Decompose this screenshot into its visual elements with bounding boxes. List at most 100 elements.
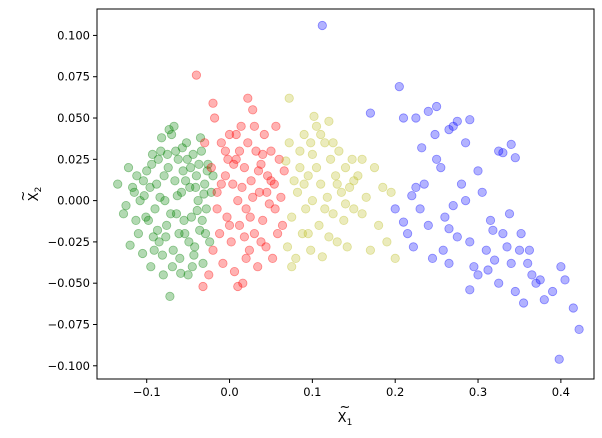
data-point-series-2 [220, 146, 230, 156]
data-point-series-4 [510, 153, 520, 163]
y-tick-label: 0.000 [57, 194, 90, 208]
data-point-series-2 [267, 253, 278, 263]
data-point-series-1 [169, 121, 179, 131]
data-point-series-1 [158, 270, 168, 280]
data-point-series-1 [185, 182, 195, 192]
data-point-series-2 [279, 166, 289, 176]
data-point-series-3 [287, 262, 297, 272]
y-tick-label: 0.050 [57, 111, 90, 125]
data-point-series-1 [182, 154, 192, 164]
data-point-series-2 [256, 159, 266, 169]
data-point-series-4 [411, 113, 421, 123]
data-point-series-1 [128, 182, 138, 192]
data-point-series-2 [239, 163, 249, 173]
data-point-series-1 [176, 187, 187, 197]
data-point-series-1 [162, 220, 172, 230]
data-point-series-1 [138, 248, 148, 259]
data-point-series-3 [390, 253, 400, 263]
data-point-series-4 [438, 245, 448, 255]
data-point-series-2 [216, 179, 226, 189]
data-point-series-3 [297, 229, 307, 239]
data-point-series-2 [208, 245, 218, 255]
data-point-series-1 [157, 250, 167, 260]
x-tick-label: 0.3 [469, 385, 487, 399]
data-point-series-4 [473, 166, 483, 176]
data-point-series-2 [233, 281, 243, 292]
data-point-series-3 [320, 204, 330, 214]
data-point-series-3 [307, 196, 317, 206]
data-point-series-1 [148, 232, 158, 242]
data-point-series-1 [189, 250, 199, 260]
data-point-series-2 [234, 146, 245, 156]
data-point-series-4 [431, 101, 442, 112]
data-point-series-3 [307, 149, 317, 159]
data-point-series-2 [262, 171, 273, 181]
data-point-series-4 [535, 275, 545, 285]
data-point-series-2 [266, 146, 276, 156]
data-point-series-3 [295, 146, 305, 156]
data-point-series-1 [175, 253, 185, 263]
data-point-series-1 [135, 196, 145, 206]
data-point-series-4 [465, 285, 475, 295]
data-point-series-2 [241, 253, 251, 263]
data-point-series-3 [281, 156, 291, 166]
data-point-series-1 [191, 171, 201, 181]
data-point-series-1 [156, 146, 166, 156]
data-point-series-4 [494, 278, 504, 288]
data-point-series-2 [215, 229, 225, 239]
data-point-series-2 [244, 245, 254, 255]
data-point-series-4 [483, 265, 493, 275]
data-point-series-1 [176, 268, 186, 278]
data-point-series-1 [163, 163, 173, 173]
data-point-series-1 [195, 133, 206, 143]
data-point-series-1 [167, 262, 177, 272]
y-tick-label: 0.025 [57, 152, 90, 166]
data-point-series-4 [423, 220, 433, 230]
data-point-series-3 [284, 93, 294, 103]
data-point-series-4 [417, 143, 427, 153]
data-point-series-3 [289, 176, 299, 186]
points-layer [113, 20, 584, 364]
data-point-series-2 [253, 262, 263, 272]
data-point-series-2 [236, 121, 246, 131]
data-point-series-3 [284, 138, 294, 148]
data-point-series-3 [336, 187, 346, 197]
data-point-series-3 [332, 179, 342, 189]
data-point-series-1 [203, 159, 213, 169]
data-point-series-1 [205, 237, 215, 247]
y-tick-label: −0.075 [47, 317, 90, 331]
data-point-series-1 [167, 129, 177, 140]
data-point-series-4 [516, 229, 526, 239]
data-point-series-3 [349, 204, 359, 214]
data-point-series-3 [339, 215, 349, 225]
y-axis: −0.100 −0.075 −0.050 −0.025 0.000 0.025 0.050 0… [47, 28, 97, 373]
data-point-series-4 [411, 182, 421, 192]
data-point-series-2 [224, 220, 235, 230]
data-point-series-3 [353, 171, 363, 181]
data-point-series-2 [218, 258, 228, 268]
data-point-series-1 [178, 166, 188, 176]
data-point-series-3 [303, 229, 313, 239]
data-point-series-1 [199, 189, 209, 199]
data-point-series-4 [431, 154, 442, 164]
data-point-series-3 [332, 237, 342, 247]
data-point-series-2 [200, 138, 210, 148]
data-point-series-4 [469, 262, 479, 272]
data-point-series-4 [440, 212, 450, 222]
data-point-series-2 [276, 192, 286, 202]
data-point-series-4 [415, 204, 425, 214]
data-point-series-4 [504, 209, 515, 219]
data-point-series-1 [113, 179, 123, 189]
data-point-series-3 [303, 171, 313, 181]
data-point-series-1 [179, 215, 189, 225]
data-point-series-1 [198, 258, 208, 268]
data-point-series-1 [172, 191, 182, 201]
y-tick-label: −0.050 [47, 276, 90, 290]
data-point-series-4 [460, 138, 471, 148]
svg-text:~: ~ [340, 400, 351, 415]
data-point-series-3 [311, 121, 322, 131]
data-point-series-1 [173, 154, 183, 164]
data-point-series-1 [174, 229, 184, 239]
data-point-series-2 [208, 98, 218, 108]
data-point-series-4 [574, 324, 584, 334]
